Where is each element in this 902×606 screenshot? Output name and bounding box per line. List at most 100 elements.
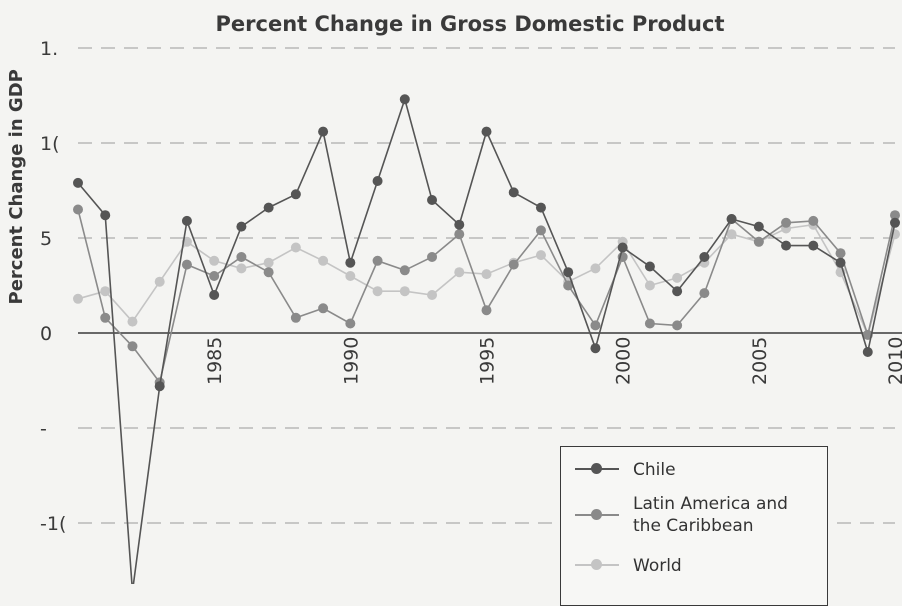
data-point [318,126,329,137]
data-point [481,126,492,137]
data-point [590,343,601,354]
data-point [372,176,383,186]
data-point [454,267,465,278]
data-point [345,318,356,329]
y-tick-label: - [40,418,47,440]
data-point [290,312,301,323]
data-point [100,210,111,221]
legend-item-chile: Chile [575,459,813,481]
data-point [399,286,410,297]
data-point [127,316,138,327]
legend-swatch-latin-america [575,505,619,525]
data-point [127,341,138,352]
data-point [753,236,764,247]
x-tick-label: 2000 [613,337,635,385]
data-point [263,202,274,213]
data-point [154,276,165,287]
y-tick-label: 1( [40,133,60,155]
legend-swatch-world [575,555,619,575]
x-tick-label: 1985 [204,337,226,385]
data-point [345,271,356,281]
data-point [699,252,710,262]
data-point [399,265,410,276]
data-point [699,288,710,299]
data-point [481,305,492,316]
data-point [508,259,519,270]
data-point [862,347,873,357]
data-point [209,290,220,300]
data-point [726,229,737,240]
data-point [263,267,274,278]
data-point [672,272,683,283]
legend-swatch-chile [575,459,619,479]
data-point [290,189,301,200]
x-tick-label: 2005 [749,337,771,385]
data-point [236,252,247,262]
data-point [644,318,655,329]
data-point [73,204,83,215]
data-point [672,286,683,297]
data-point [73,293,83,304]
data-point [181,259,192,270]
data-point [263,257,274,268]
data-point [345,257,356,268]
data-point [808,240,819,251]
data-point [372,286,383,297]
data-point [318,255,329,266]
data-point [781,240,792,251]
data-point [100,312,111,323]
data-point [835,257,846,268]
data-point [644,280,655,291]
legend-label-world: World [633,556,682,576]
data-point [209,255,220,266]
legend-label-latin-america: Latin America and the Caribbean [633,494,788,536]
data-point [535,202,546,213]
data-point [808,215,819,226]
data-point [753,221,764,232]
legend-item-world: World [575,555,813,577]
y-tick-label: 5 [40,228,52,250]
data-point [372,255,383,266]
y-tick-label: -1( [40,513,66,535]
data-point [236,263,247,274]
data-point [454,229,465,240]
data-point [644,261,655,272]
data-point [590,320,601,331]
plot-area: -1(- 0 5 1(1. 1985 1990 1995 2000 2005 2010 [40,38,902,584]
data-point [100,286,111,297]
data-point [399,94,410,105]
legend: Chile Latin America and the Caribbean Wo… [560,446,828,606]
data-point [672,320,683,331]
data-point [835,248,846,259]
data-point [209,271,220,281]
data-point [617,242,628,253]
data-point [290,242,301,253]
data-point [154,381,165,392]
legend-item-latin-america: Latin America and the Caribbean [575,493,813,537]
chart-title: Percent Change in Gross Domestic Product [215,12,725,36]
data-point [481,269,492,280]
data-point [890,217,900,228]
data-point [181,215,192,226]
x-tick-label: 2010 [885,337,902,385]
data-point [508,187,519,198]
data-point [781,217,792,228]
data-point [563,267,574,278]
data-point [535,250,546,261]
series-line [77,223,896,338]
data-point [427,195,438,205]
data-point [563,280,574,291]
data-point [590,263,601,274]
data-point [73,177,83,188]
data-point [726,214,737,224]
data-point [427,252,438,262]
data-point [535,225,546,236]
data-point [890,210,900,221]
y-tick-label: 0 [40,323,52,345]
x-tick-label: 1995 [477,337,499,385]
data-point [454,219,465,230]
legend-label-chile: Chile [633,460,676,480]
x-tick-label: 1990 [340,337,362,385]
data-point [236,221,247,232]
data-point [318,303,329,314]
